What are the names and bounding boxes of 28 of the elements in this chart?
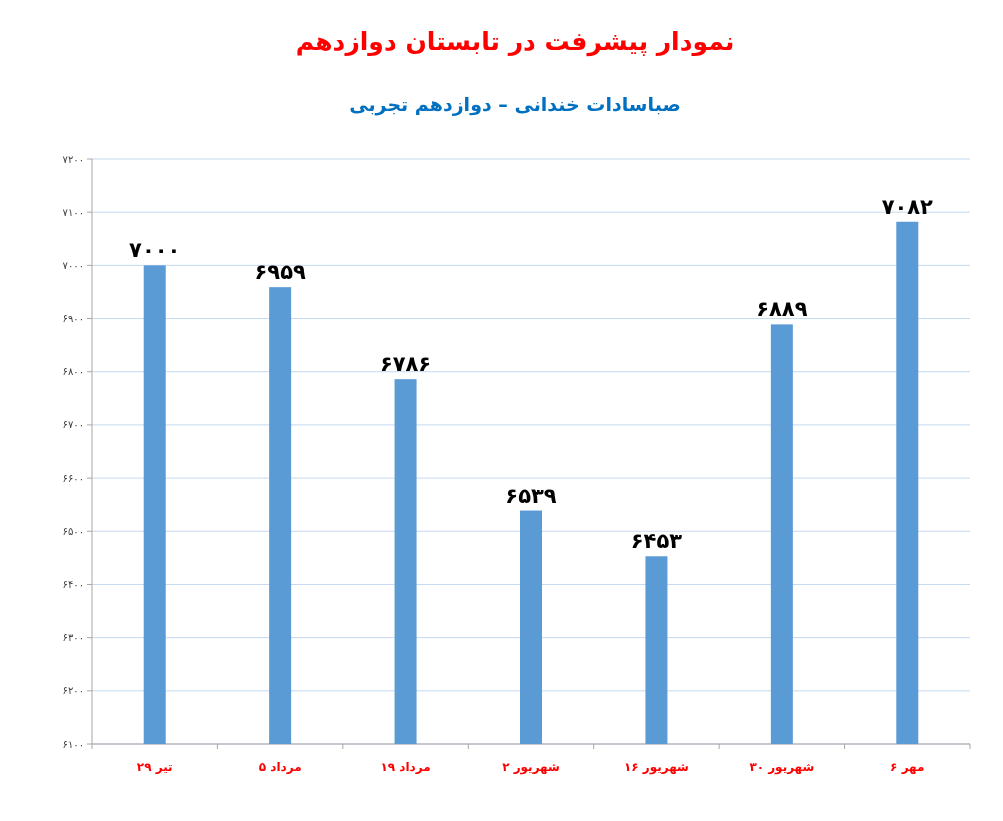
y-tick-label: ۶۳۰۰ [62, 632, 84, 644]
y-tick-label: ۶۸۰۰ [62, 366, 84, 378]
x-tick-label: ۳۰ شهریور [749, 760, 815, 775]
y-tick-label: ۶۷۰۰ [62, 419, 84, 431]
data-label: ۶۴۵۳ [630, 529, 683, 554]
y-tick-label: ۶۱۰۰ [62, 738, 84, 750]
chart-title: نمودار پیشرفت در تابستان دوازدهم [295, 27, 735, 57]
x-tick-label: ۵ مرداد [258, 760, 302, 774]
x-tick-label: ۲ شهریور [502, 760, 560, 775]
x-tick-label: ۱۶ شهریور [623, 760, 689, 775]
y-tick-label: ۶۴۰۰ [62, 578, 84, 590]
data-label: ۶۵۳۹ [505, 483, 557, 508]
x-tick-label: ۱۹ مرداد [380, 760, 431, 774]
y-tick-label: ۶۵۰۰ [62, 525, 84, 537]
y-tick-label: ۶۲۰۰ [62, 685, 84, 697]
chart-subtitle: صباسادات خندانی – دوازدهم تجربی [349, 93, 681, 116]
data-label: ۷۰۸۲ [881, 194, 934, 219]
y-tick-label: ۶۹۰۰ [62, 313, 84, 325]
x-tick-label: ۲۹ تیر [136, 760, 173, 774]
data-label: ۶۹۵۹ [254, 260, 306, 285]
y-tick-label: ۷۰۰۰ [62, 259, 84, 271]
y-tick-label: ۷۲۰۰ [62, 153, 84, 165]
x-tick-label: ۶ مهر [890, 760, 925, 774]
y-tick-label: ۷۱۰۰ [62, 206, 84, 218]
y-tick-label: ۶۶۰۰ [62, 472, 84, 484]
data-label: ۶۷۸۶ [379, 352, 432, 377]
data-label: ۶۸۸۹ [756, 297, 808, 322]
data-label: ۷۰۰۰ [129, 238, 181, 263]
